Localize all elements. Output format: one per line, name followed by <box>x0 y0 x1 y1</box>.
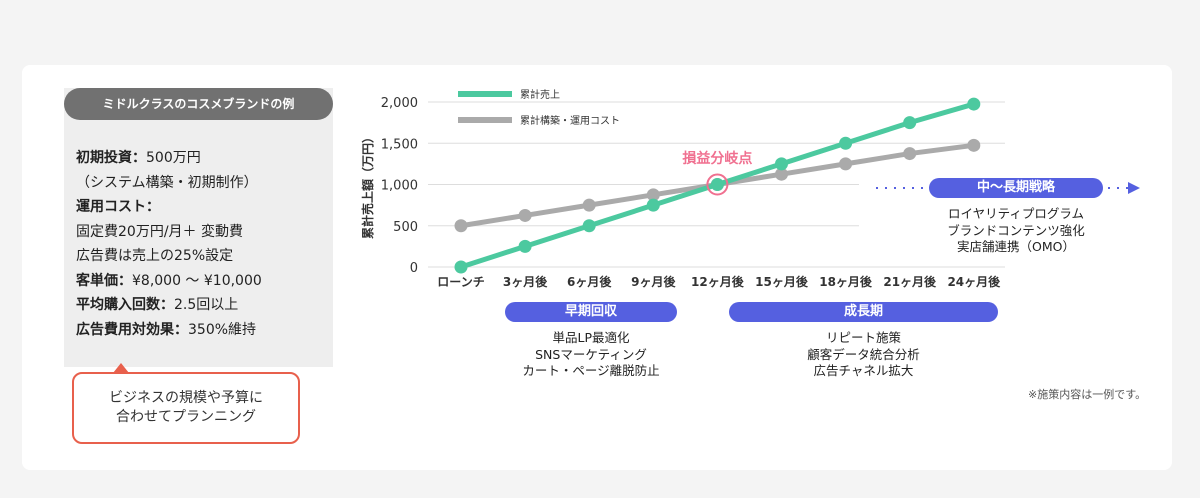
x-tick-label: 15ヶ月後 <box>755 274 809 289</box>
data-point-1 <box>839 157 853 171</box>
panel-line: 初期投資：500万円 <box>76 146 262 171</box>
panel-line-value: 350%維持 <box>188 321 257 338</box>
y-tick-label: 1,500 <box>381 137 418 152</box>
y-tick-label: 2,000 <box>381 96 418 111</box>
phase-long-term-items: ロイヤリティプログラム ブランドコンテンツ強化 実店舗連携（OMO） <box>929 206 1103 256</box>
panel-line: 広告費は売上の25%設定 <box>76 244 262 269</box>
x-tick-label: 21ヶ月後 <box>883 274 937 289</box>
panel-line: （システム構築・初期制作） <box>76 171 262 196</box>
panel-line-label: 初期投資： <box>76 150 146 166</box>
panel-line: 平均購入回数：2.5回以上 <box>76 293 262 318</box>
panel-line-label: 平均購入回数： <box>76 297 174 313</box>
x-tick-label: 18ヶ月後 <box>819 274 873 289</box>
panel-line-label: 運用コスト： <box>76 199 160 215</box>
panel-line-value: 固定費20万円/月＋ 変動費 <box>76 223 243 240</box>
callout-line: ビジネスの規模や予算に <box>109 390 263 406</box>
panel-line: 広告費用対効果：350%維持 <box>76 318 262 343</box>
break-even-marker <box>706 173 729 196</box>
phase-item: ロイヤリティプログラム <box>947 206 1084 221</box>
panel-line-value: ¥8,000 ～ ¥10,000 <box>132 272 262 289</box>
x-tick-label: 9ヶ月後 <box>631 274 676 289</box>
data-point-1 <box>454 219 468 233</box>
legend-swatch <box>458 117 512 123</box>
phase-item: 顧客データ統合分析 <box>807 346 920 362</box>
panel-title: ミドルクラスのコスメブランドの例 <box>64 88 333 120</box>
data-point-1 <box>775 167 788 181</box>
x-tick-label: 12ヶ月後 <box>691 274 745 289</box>
phase-growth-items: リピート施策 顧客データ統合分析 広告チャネル拡大 <box>729 330 998 380</box>
callout-line: 合わせてプランニング <box>116 409 256 425</box>
x-tick-label: 6ヶ月後 <box>567 274 612 289</box>
phase-item: SNSマーケティング <box>535 346 647 362</box>
data-point-0 <box>775 157 788 171</box>
data-point-0 <box>710 178 724 191</box>
data-point-1 <box>646 188 660 202</box>
phase-early-pill: 早期回収 <box>505 302 677 322</box>
phase-item: リピート施策 <box>825 330 901 345</box>
data-point-1 <box>967 138 981 152</box>
phase-item: 実店舗連携（OMO） <box>957 239 1075 254</box>
data-point-0 <box>967 97 981 111</box>
panel-line: 固定費20万円/月＋ 変動費 <box>76 220 262 245</box>
phase-item: カート・ページ離脱防止 <box>522 363 660 378</box>
data-point-0 <box>839 136 853 150</box>
data-point-0 <box>518 239 532 253</box>
panel-line-value: 2.5回以上 <box>174 297 239 313</box>
data-point-0 <box>903 116 917 130</box>
footnote: ※施策内容は一例です。 <box>1028 388 1147 401</box>
break-even-label: 損益分岐点 <box>682 150 752 167</box>
phase-item: 単品LP最適化 <box>552 330 630 345</box>
planning-callout: ビジネスの規模や予算に 合わせてプランニング <box>72 372 300 444</box>
data-point-0 <box>454 260 468 274</box>
panel-line-value: 500万円 <box>146 150 201 166</box>
data-point-1 <box>903 147 917 161</box>
x-tick-label: ローンチ <box>437 275 484 289</box>
legend-label: 累計売上 <box>520 88 560 101</box>
callout-tail <box>113 363 129 373</box>
y-tick-label: 0 <box>410 261 418 276</box>
x-tick-label: 24ヶ月後 <box>947 274 1001 289</box>
y-tick-label: 500 <box>393 220 418 235</box>
phase-item: ブランドコンテンツ強化 <box>947 222 1085 238</box>
phase-early-items: 単品LP最適化 SNSマーケティング カート・ページ離脱防止 <box>505 330 677 380</box>
data-point-0 <box>582 219 596 233</box>
data-point-1 <box>518 208 532 222</box>
data-point-0 <box>646 198 660 212</box>
legend-swatch <box>458 91 512 97</box>
panel-details: 初期投資：500万円 （システム構築・初期制作） 運用コスト： 固定費20万円/月＋ … <box>76 146 262 342</box>
panel-line: 客単価：¥8,000 ～ ¥10,000 <box>76 269 262 294</box>
phase-growth-pill: 成長期 <box>729 302 998 322</box>
example-panel: ミドルクラスのコスメブランドの例 初期投資：500万円 （システム構築・初期制作）… <box>64 88 333 367</box>
data-point-1 <box>582 198 596 212</box>
panel-line-label: 広告費用対効果： <box>76 321 188 338</box>
legend-label: 累計構築・運用コスト <box>520 114 620 127</box>
panel-line: 運用コスト： <box>76 195 262 220</box>
y-axis-label: 累計売上額（万円） <box>360 131 375 239</box>
y-tick-label: 1,000 <box>381 179 418 194</box>
phase-long-term-pill: 中～長期戦略 <box>929 178 1103 198</box>
arrow-icon <box>1128 182 1140 194</box>
panel-line-value: （システム構築・初期制作） <box>76 174 258 191</box>
panel-line-label: 客単価： <box>76 272 132 289</box>
panel-line-value: 広告費は売上の25%設定 <box>76 248 234 264</box>
phase-item: 広告チャネル拡大 <box>813 363 914 378</box>
x-tick-label: 3ヶ月後 <box>503 274 548 289</box>
